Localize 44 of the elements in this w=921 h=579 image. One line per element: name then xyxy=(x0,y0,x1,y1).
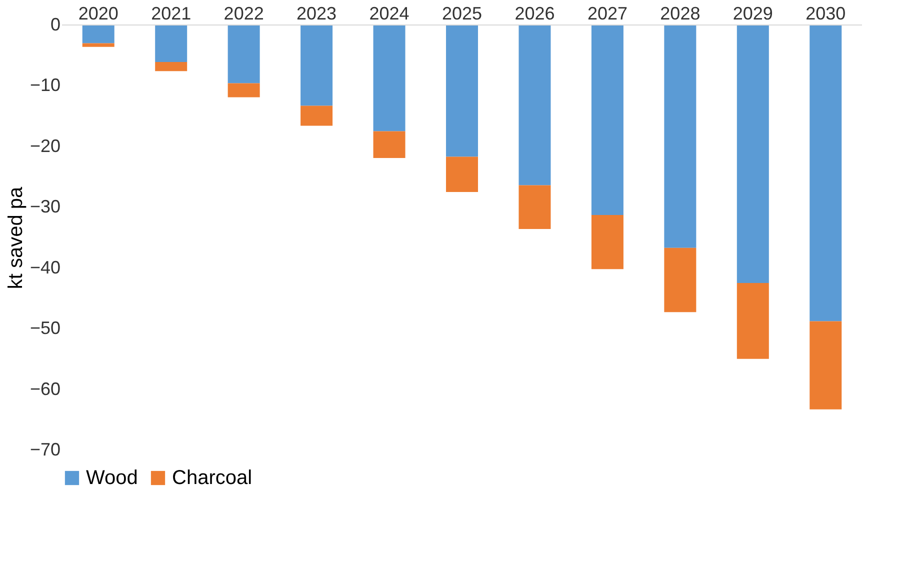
bar xyxy=(664,25,696,248)
y-tick-label: −10 xyxy=(30,75,60,96)
legend-label: Wood xyxy=(86,467,138,489)
bar xyxy=(155,25,188,62)
bar xyxy=(591,215,624,270)
y-tick-label: −50 xyxy=(30,318,60,338)
y-tick-label: −30 xyxy=(30,196,60,217)
y-tick-label: −40 xyxy=(30,257,60,278)
x-tick-label: 2027 xyxy=(587,4,628,24)
bar xyxy=(591,25,624,216)
bar xyxy=(736,25,769,284)
bar xyxy=(810,321,842,410)
y-tick-label: 0 xyxy=(50,14,60,34)
y-axis-title: kt saved pa xyxy=(4,186,27,290)
x-tick-label: 2024 xyxy=(369,4,410,24)
bar xyxy=(446,156,478,192)
bar xyxy=(736,283,769,359)
bar xyxy=(82,25,114,44)
bar xyxy=(373,131,406,158)
bar xyxy=(373,25,406,132)
bar xyxy=(82,43,114,47)
bar xyxy=(810,25,842,322)
x-tick-label: 2028 xyxy=(660,4,700,24)
y-tick-label: −20 xyxy=(30,136,60,156)
x-tick-label: 2026 xyxy=(514,4,555,24)
x-tick-label: 2023 xyxy=(296,4,337,24)
legend-label: Charcoal xyxy=(172,467,252,489)
bar xyxy=(518,185,551,229)
bar xyxy=(228,25,260,84)
bar xyxy=(518,25,551,186)
y-tick-label: −70 xyxy=(30,440,60,460)
bar xyxy=(155,62,188,72)
x-tick-label: 2025 xyxy=(442,4,482,24)
x-tick-label: 2022 xyxy=(224,4,264,24)
bar xyxy=(664,248,696,312)
bar xyxy=(446,25,478,157)
y-tick-label: −60 xyxy=(30,378,60,399)
bar xyxy=(228,83,260,98)
x-tick-label: 2030 xyxy=(806,4,846,24)
bar xyxy=(300,106,333,126)
bar xyxy=(300,25,333,106)
x-tick-label: 2021 xyxy=(151,4,192,24)
x-tick-label: 2020 xyxy=(78,4,118,24)
x-tick-label: 2029 xyxy=(732,4,773,24)
